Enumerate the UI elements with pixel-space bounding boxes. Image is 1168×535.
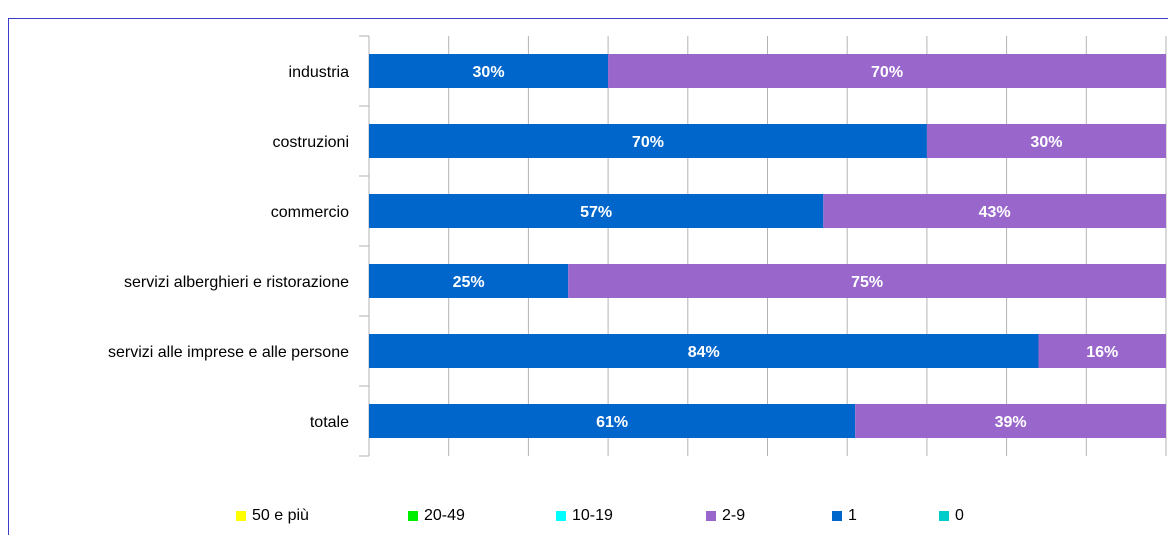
data-label: 70% [632, 134, 664, 151]
legend-label: 0 [955, 507, 964, 524]
category-label: industria [289, 64, 350, 81]
bar-segment-1 [369, 54, 609, 88]
grid-layer [359, 35, 1167, 457]
labels-layer: industria 30% 70% costruzioni 70% 30% commerci… [108, 64, 1118, 431]
bar-segment-1 [369, 124, 927, 158]
data-label: 30% [473, 64, 505, 81]
legend-item: 2-9 [706, 507, 745, 525]
category-label: commercio [271, 204, 349, 221]
legend-item: 10-19 [556, 507, 613, 525]
bar-segment-2-9 [926, 124, 1166, 158]
bar-segment-1 [369, 334, 1039, 368]
legend-swatch [706, 511, 716, 521]
data-label: 43% [979, 204, 1011, 221]
legend-label: 10-19 [572, 507, 613, 524]
bar-segment-2-9 [855, 404, 1166, 438]
bars-layer [369, 54, 1166, 438]
data-label: 39% [995, 414, 1027, 431]
data-label: 70% [871, 64, 903, 81]
data-label: 61% [596, 414, 628, 431]
legend-swatch [236, 511, 246, 521]
legend-item: 1 [832, 507, 857, 525]
data-label: 84% [688, 344, 720, 361]
legend-swatch [556, 511, 566, 521]
data-label: 16% [1086, 344, 1118, 361]
data-label: 57% [580, 204, 612, 221]
data-label: 30% [1030, 134, 1062, 151]
bar-segment-1 [369, 194, 824, 228]
legend-label: 2-9 [722, 507, 746, 524]
legend-label: 50 e più [252, 507, 309, 524]
legend-swatch [408, 511, 418, 521]
data-label: 75% [851, 274, 883, 291]
category-label: costruzioni [273, 134, 349, 151]
legend-swatch [832, 511, 842, 521]
data-label: 25% [453, 274, 485, 291]
bar-segment-2-9 [823, 194, 1166, 228]
bar-segment-2-9 [608, 54, 1166, 88]
category-label: servizi alberghieri e ristorazione [124, 274, 349, 291]
legend-item: 0 [939, 507, 964, 525]
bar-segment-2-9 [1038, 334, 1166, 368]
legend-swatch [939, 511, 949, 521]
bar-segment-1 [369, 404, 856, 438]
category-label: servizi alle imprese e alle persone [108, 344, 349, 361]
category-label: totale [310, 414, 349, 431]
legend-item: 20-49 [408, 507, 465, 525]
legend-label: 1 [848, 507, 857, 524]
stacked-bar-chart: industria 30% 70% costruzioni 70% 30% commerci… [108, 35, 1167, 457]
legend: 50 e più 20-49 10-19 2-9 1 0 [0, 507, 1168, 531]
legend-item: 50 e più [236, 507, 309, 525]
legend-label: 20-49 [424, 507, 465, 524]
chart-frame [8, 18, 1168, 535]
bar-segment-2-9 [568, 264, 1166, 298]
bar-segment-1 [369, 264, 569, 298]
